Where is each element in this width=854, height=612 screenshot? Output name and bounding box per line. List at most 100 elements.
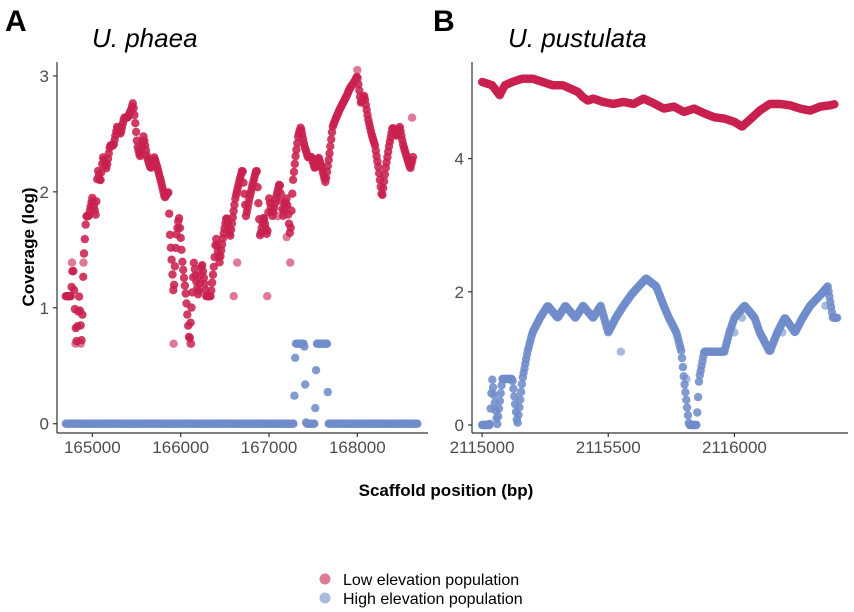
data-point	[374, 162, 383, 172]
data-point	[253, 183, 262, 192]
data-point	[407, 113, 417, 122]
x-tick-label: 2115000	[450, 438, 515, 457]
data-point	[380, 170, 390, 179]
data-point	[187, 339, 196, 348]
data-point	[300, 342, 309, 351]
data-point	[378, 190, 387, 200]
data-point	[413, 419, 422, 428]
data-point	[289, 419, 298, 428]
data-point	[288, 175, 298, 184]
data-point	[238, 167, 247, 176]
data-point	[496, 389, 505, 398]
data-point	[254, 199, 263, 208]
data-point	[176, 233, 185, 243]
data-point	[177, 245, 186, 254]
data-point	[167, 255, 176, 264]
data-point	[293, 139, 302, 148]
data-point	[832, 313, 842, 322]
data-point	[290, 391, 299, 400]
data-point	[488, 383, 498, 392]
panel-a-axes: 0 1 2 3 165000 166000 167000 168000	[40, 67, 386, 457]
data-point	[515, 403, 524, 412]
data-point	[830, 100, 839, 109]
data-point	[80, 234, 90, 244]
data-point	[485, 420, 494, 430]
y-tick-label: 0	[40, 415, 49, 434]
data-point	[226, 225, 236, 234]
data-point	[183, 310, 192, 319]
data-point	[292, 145, 301, 154]
data-point	[286, 258, 295, 267]
data-point	[74, 292, 84, 301]
data-point	[165, 230, 175, 239]
data-point	[681, 388, 690, 397]
y-tick-label: 2	[455, 283, 464, 302]
data-point	[379, 177, 389, 186]
data-point	[693, 392, 703, 402]
data-point	[286, 223, 295, 232]
data-point	[730, 328, 739, 337]
data-point	[692, 420, 701, 430]
data-point	[682, 374, 691, 384]
data-point	[79, 249, 89, 258]
data-point	[170, 262, 180, 271]
panel-b-points	[477, 74, 842, 430]
x-tick-label: 168000	[329, 438, 386, 457]
panel-b-letter: B	[433, 5, 455, 38]
data-point	[291, 152, 300, 161]
data-point	[289, 167, 299, 177]
data-point	[186, 318, 195, 327]
data-point	[96, 175, 105, 185]
data-point	[79, 272, 88, 281]
y-tick-label: 4	[455, 150, 464, 169]
data-point	[227, 219, 237, 228]
data-point	[207, 286, 216, 295]
data-point	[694, 377, 704, 386]
series-low	[61, 65, 418, 348]
data-point	[677, 353, 687, 363]
y-tick-label: 0	[455, 416, 464, 435]
data-point	[494, 412, 503, 421]
data-point	[408, 152, 418, 162]
data-point	[508, 376, 517, 386]
data-point	[273, 212, 282, 221]
data-point	[200, 279, 209, 289]
legend: Low elevation population High elevation …	[319, 572, 523, 608]
x-tick-label: 167000	[241, 438, 298, 457]
data-point	[509, 384, 518, 393]
data-point	[180, 281, 190, 290]
legend-low-marker	[319, 573, 331, 585]
data-point	[233, 258, 242, 267]
data-point	[514, 410, 523, 420]
data-point	[131, 127, 141, 137]
y-tick-label: 3	[40, 67, 49, 86]
data-point	[187, 303, 196, 312]
data-point	[677, 346, 686, 355]
data-point	[276, 189, 285, 198]
data-point	[282, 194, 291, 203]
data-point	[379, 183, 388, 193]
data-point	[179, 265, 188, 275]
panel-a-title: U. phaea	[92, 23, 198, 53]
data-point	[229, 206, 238, 216]
x-tick-label: 166000	[152, 438, 209, 457]
data-point	[513, 418, 522, 427]
data-point	[325, 149, 334, 158]
data-point	[488, 375, 497, 384]
data-point	[497, 381, 506, 390]
panel-b: B U. pustulata 0 2 4 2115000 2115500 2116000	[433, 5, 848, 457]
data-point	[169, 339, 178, 348]
data-point	[189, 258, 199, 267]
data-point	[169, 280, 179, 289]
series-low	[477, 74, 839, 131]
data-point	[353, 73, 362, 83]
data-point	[78, 310, 87, 319]
data-point	[252, 167, 261, 176]
data-point	[168, 270, 177, 279]
x-tick-label: 2115500	[576, 438, 641, 457]
data-point	[174, 214, 184, 223]
legend-high-label: High elevation population	[343, 591, 523, 608]
data-point	[683, 411, 693, 420]
data-point	[209, 262, 218, 271]
